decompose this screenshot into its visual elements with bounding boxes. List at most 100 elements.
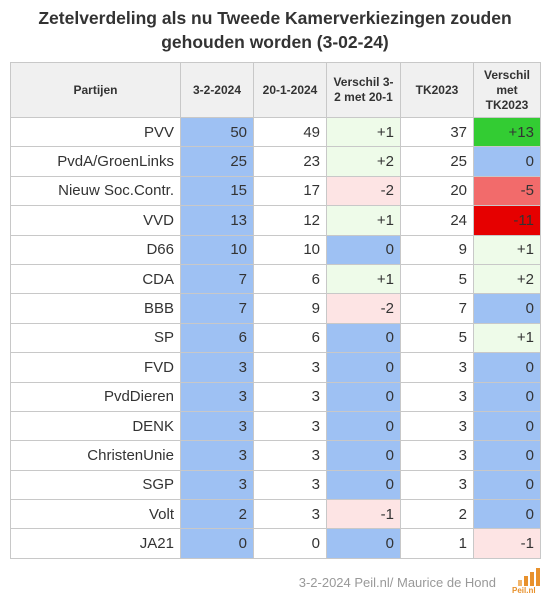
seat-cell: 3 [180, 469, 254, 501]
seat-cell: 1 [400, 528, 474, 559]
seat-cell: -1 [326, 499, 401, 530]
seat-cell: 49 [253, 116, 327, 148]
seat-cell: 0 [473, 352, 541, 383]
seat-cell: -2 [326, 175, 401, 207]
party-name: JA21 [10, 528, 181, 559]
seat-cell: 0 [473, 146, 541, 177]
seat-cell: 0 [326, 528, 401, 559]
seat-cell: 3 [400, 410, 474, 442]
party-name: PvdA/GroenLinks [10, 146, 181, 177]
party-name: SP [10, 322, 181, 354]
seat-cell: 0 [326, 440, 401, 471]
table-row: SGP 3 3 0 3 0 [10, 469, 541, 501]
seat-cell: 3 [253, 499, 327, 530]
seat-cell: 37 [400, 116, 474, 148]
party-name: VVD [10, 205, 181, 236]
seat-cell: 0 [326, 234, 401, 265]
seat-cell: +1 [326, 116, 401, 148]
seat-cell: 0 [473, 499, 541, 530]
title: Zetelverdeling als nu Tweede Kamerverkie… [0, 6, 550, 54]
party-name: BBB [10, 293, 181, 324]
column-header: Partijen [10, 62, 181, 118]
seat-cell: +2 [326, 146, 401, 177]
table-row: VVD 13 12 +1 24 -11 [10, 205, 541, 236]
seat-cell: 12 [253, 205, 327, 236]
seat-cell: 0 [473, 469, 541, 501]
seat-cell: 0 [326, 352, 401, 383]
seat-cell: +2 [473, 263, 541, 295]
seat-cell: 25 [400, 146, 474, 177]
seat-cell: +1 [473, 234, 541, 265]
table-row: DENK 3 3 0 3 0 [10, 410, 541, 442]
party-name: SGP [10, 469, 181, 501]
seat-cell: 17 [253, 175, 327, 207]
table-row: ChristenUnie 3 3 0 3 0 [10, 440, 541, 471]
seat-cell: 3 [180, 410, 254, 442]
seat-cell: 7 [180, 263, 254, 295]
seat-cell: 3 [253, 381, 327, 412]
seat-cell: 3 [400, 469, 474, 501]
table-row: D66 10 10 0 9 +1 [10, 234, 541, 265]
source: 3-2-2024 Peil.nl/ Maurice de Hond [298, 575, 496, 590]
table-body: PVV 50 49 +1 37 +13 PvdA/GroenLinks 25 23 +2 25 0 Ni… [10, 116, 541, 559]
party-name: FVD [10, 352, 181, 383]
seat-cell: -11 [473, 205, 541, 236]
title-line: Zetelverdeling als nu Tweede Kamerverkie… [38, 8, 512, 28]
seat-cell: 10 [253, 234, 327, 265]
seat-cell: 6 [180, 322, 254, 354]
seat-cell: 0 [473, 293, 541, 324]
seat-cell: 0 [326, 381, 401, 412]
header-row: Partijen 3-2-2024 20-1-2024 Verschil 3-2 me… [10, 62, 541, 118]
seat-cell: +1 [473, 322, 541, 354]
seat-cell: 0 [473, 410, 541, 442]
party-name: PvdDieren [10, 381, 181, 412]
seat-cell: 0 [180, 528, 254, 559]
seat-cell: 3 [253, 469, 327, 501]
seat-cell: 7 [180, 293, 254, 324]
seat-cell: -2 [326, 293, 401, 324]
column-header: Verschil met TK2023 [473, 62, 541, 118]
table-row: CDA 7 6 +1 5 +2 [10, 263, 541, 295]
table-row: Nieuw Soc.Contr. 15 17 -2 20 -5 [10, 175, 541, 207]
seat-cell: +13 [473, 116, 541, 148]
column-header: TK2023 [400, 62, 474, 118]
seat-cell: +1 [326, 205, 401, 236]
party-name: Nieuw Soc.Contr. [10, 175, 181, 207]
table-row: PvdA/GroenLinks 25 23 +2 25 0 [10, 146, 541, 177]
seat-cell: +1 [326, 263, 401, 295]
seat-cell: 25 [180, 146, 254, 177]
seat-cell: 2 [400, 499, 474, 530]
seat-cell: 0 [473, 381, 541, 412]
table-row: JA21 0 0 0 1 -1 [10, 528, 541, 559]
seat-cell: 3 [180, 352, 254, 383]
seat-cell: 9 [253, 293, 327, 324]
seat-cell: 0 [326, 410, 401, 442]
seat-cell: 20 [400, 175, 474, 207]
party-name: ChristenUnie [10, 440, 181, 471]
table-row: BBB 7 9 -2 7 0 [10, 293, 541, 324]
party-name: D66 [10, 234, 181, 265]
seat-cell: 9 [400, 234, 474, 265]
party-name: CDA [10, 263, 181, 295]
seat-cell: 3 [253, 410, 327, 442]
seat-cell: 15 [180, 175, 254, 207]
seat-cell: -5 [473, 175, 541, 207]
seat-cell: 0 [326, 469, 401, 501]
seat-cell: 3 [180, 440, 254, 471]
seat-cell: 0 [253, 528, 327, 559]
table-row: SP 6 6 0 5 +1 [10, 322, 541, 354]
table-row: FVD 3 3 0 3 0 [10, 352, 541, 383]
title-line: gehouden worden (3-02-24) [161, 32, 389, 52]
seat-cell: 24 [400, 205, 474, 236]
seat-cell: 3 [253, 352, 327, 383]
seat-cell: 10 [180, 234, 254, 265]
seat-table: Partijen 3-2-2024 20-1-2024 Verschil 3-2 me… [10, 62, 541, 559]
table-row: PvdDieren 3 3 0 3 0 [10, 381, 541, 412]
seat-cell: 3 [400, 352, 474, 383]
seat-cell: 0 [326, 322, 401, 354]
party-name: PVV [10, 116, 181, 148]
column-header: Verschil 3-2 met 20-1 [326, 62, 401, 118]
seat-cell: 5 [400, 322, 474, 354]
table-row: PVV 50 49 +1 37 +13 [10, 116, 541, 148]
seat-cell: -1 [473, 528, 541, 559]
